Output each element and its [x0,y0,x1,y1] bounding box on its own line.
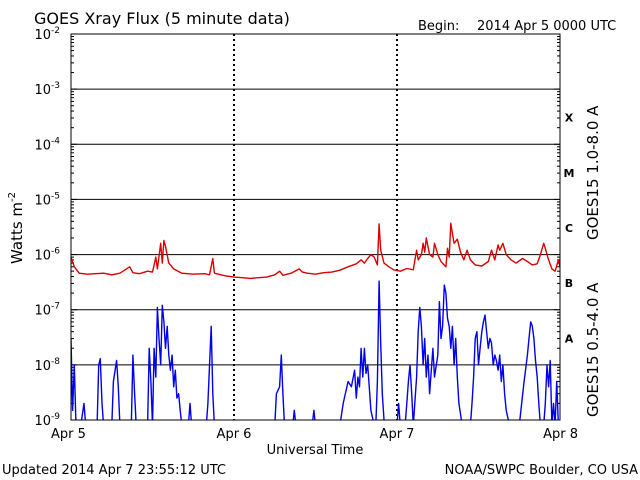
day-dividers [233,34,398,420]
flare-class-M: M [564,167,575,180]
x-tick-label-0: Apr 5 [51,427,86,442]
flare-class-B: B [565,277,573,290]
y-tick-labels: 10-210-310-410-510-610-710-810-9 [34,26,60,429]
y-tick-label-7: 10-9 [34,412,60,429]
flare-class-labels: X M C B A [564,112,575,346]
x-tick-label-3: Apr 8 [543,427,578,442]
series-layer [71,222,560,420]
plot-frame [70,33,561,421]
y-tick-exp-5: -7 [51,302,60,312]
flare-class-C: C [565,222,573,235]
series-line-0 [71,222,560,280]
y-tick-base-3: 10 [34,193,51,208]
y-axis-label: Watts m-2 [7,192,26,264]
y-tick-label-2: 10-4 [34,136,60,153]
y-tick-label-1: 10-3 [34,81,60,98]
y-axis-label-base: Watts m [8,202,26,264]
y-tick-label-6: 10-8 [34,357,60,374]
y-tick-exp-0: -2 [51,26,60,36]
y-tick-exp-7: -9 [51,412,60,422]
y-tick-exp-1: -3 [51,81,60,91]
flare-class-A: A [565,332,574,345]
y-tick-base-2: 10 [34,138,51,153]
y-tick-label-5: 10-7 [34,302,60,319]
y-tick-exp-6: -8 [51,357,60,367]
y-tick-exp-2: -4 [51,136,60,146]
credit-text: NOAA/SWPC Boulder, CO USA [445,463,638,478]
y-tick-base-4: 10 [34,249,51,264]
chart-title: GOES Xray Flux (5 minute data) [34,9,290,28]
y-tick-base-7: 10 [34,414,51,429]
updated-timestamp: Updated 2014 Apr 7 23:55:12 UTC [2,463,226,478]
y-tick-base-5: 10 [34,304,51,319]
begin-value: 2014 Apr 5 0000 UTC [477,19,616,34]
y-tick-label-3: 10-5 [34,191,60,208]
y-tick-base-6: 10 [34,359,51,374]
y-tick-base-1: 10 [34,83,51,98]
begin-label: Begin: [418,19,459,34]
flare-class-X: X [565,112,574,125]
y-tick-label-0: 10-2 [34,26,60,43]
y-tick-exp-3: -5 [51,191,60,201]
x-tick-label-1: Apr 6 [217,427,252,442]
x-tick-labels: Apr 5 Apr 6 Apr 7 Apr 8 [51,427,578,442]
y-axis-label-exponent: -2 [7,192,18,202]
x-axis-label: Universal Time [267,443,364,458]
y-tick-exp-4: -6 [51,247,60,257]
legend-short-channel: GOES15 0.5-4.0 A [584,282,602,417]
x-tick-label-2: Apr 7 [380,427,415,442]
series-line-1 [71,280,560,420]
y-tick-label-4: 10-6 [34,247,60,264]
y-tick-base-0: 10 [34,28,51,43]
grid-layer [71,33,560,421]
legend-long-channel: GOES15 1.0-8.0 A [584,105,602,240]
